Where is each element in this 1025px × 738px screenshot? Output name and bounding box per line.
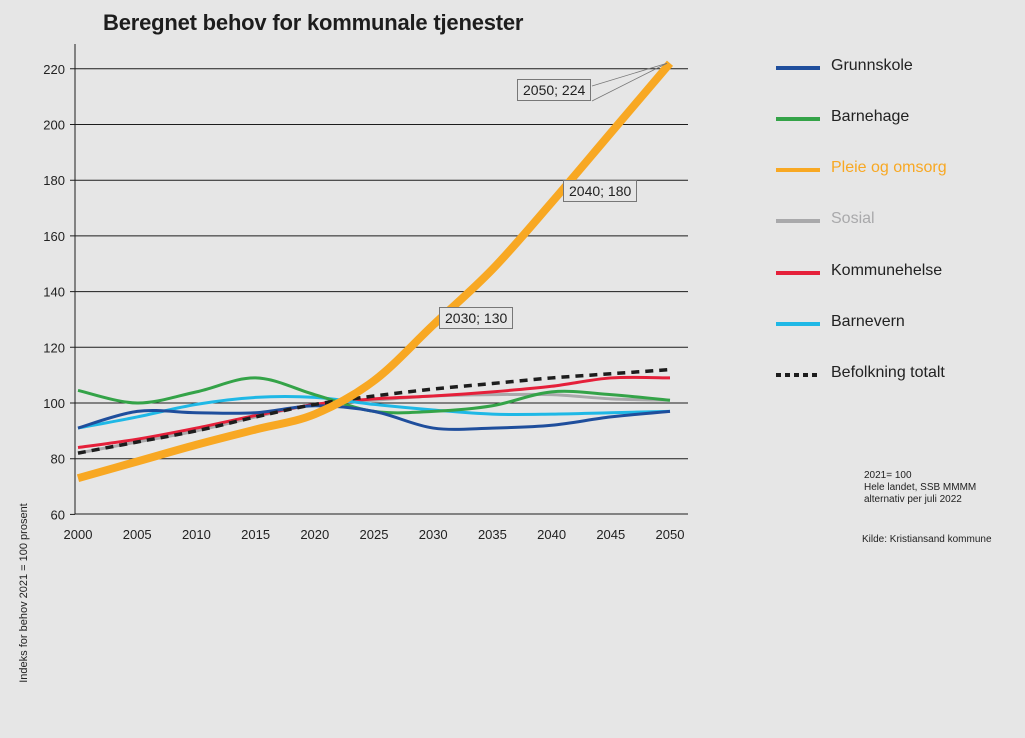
chart-title: Beregnet behov for kommunale tjenester bbox=[103, 10, 524, 35]
legend-swatch bbox=[776, 66, 820, 70]
y-tick-label: 120 bbox=[43, 340, 65, 355]
x-tick-label: 2030 bbox=[419, 527, 448, 542]
y-tick-label: 60 bbox=[51, 507, 65, 522]
note-line: Hele landet, SSB MMMM bbox=[864, 482, 977, 493]
legend-label: Grunnskole bbox=[831, 57, 913, 74]
x-tick-label: 2020 bbox=[300, 527, 329, 542]
x-tick-label: 2050 bbox=[656, 527, 685, 542]
legend-swatch bbox=[776, 373, 820, 377]
note-line: alternativ per juli 2022 bbox=[864, 494, 962, 505]
x-tick-label: 2045 bbox=[596, 527, 625, 542]
x-tick-label: 2025 bbox=[360, 527, 389, 542]
series-line-befolkning-totalt bbox=[77, 367, 671, 455]
x-tick-label: 2000 bbox=[64, 527, 93, 542]
y-tick-label: 180 bbox=[43, 173, 65, 188]
x-tick-label: 2010 bbox=[182, 527, 211, 542]
series-line-kommunehelse bbox=[77, 375, 671, 450]
y-tick-label: 200 bbox=[43, 118, 65, 133]
x-tick-label: 2035 bbox=[478, 527, 507, 542]
legend-item-barnehage: Barnehage bbox=[776, 107, 1016, 131]
annotation-leader bbox=[591, 62, 668, 87]
legend-item-befolkning-totalt: Befolkning totalt bbox=[776, 363, 1016, 387]
x-tick-label: 2005 bbox=[123, 527, 152, 542]
source-credit: Kilde: Kristiansand kommune bbox=[862, 534, 992, 545]
legend-label: Barnevern bbox=[831, 313, 905, 330]
legend-label: Pleie og omsorg bbox=[831, 159, 947, 176]
y-tick-label: 140 bbox=[43, 285, 65, 300]
x-tick-label: 2040 bbox=[537, 527, 566, 542]
y-tick-label: 80 bbox=[51, 452, 65, 467]
legend-swatch bbox=[776, 168, 820, 172]
note-line: 2021= 100 bbox=[864, 470, 912, 481]
legend-item-barnevern: Barnevern bbox=[776, 312, 1016, 336]
legend-item-grunnskole: Grunnskole bbox=[776, 56, 1016, 80]
plot-area: 60 80 100 120 140 160 180 200 220 2000 2005 2010 201… bbox=[43, 44, 688, 542]
annotation-2030: 2030; 130 bbox=[439, 307, 514, 329]
y-tick-label: 160 bbox=[43, 229, 65, 244]
series-line-grunnskole bbox=[77, 404, 671, 431]
legend-swatch bbox=[776, 219, 820, 223]
legend-item-kommunehelse: Kommunehelse bbox=[776, 261, 1016, 285]
legend-label: Sosial bbox=[831, 210, 875, 227]
y-tick-label: 100 bbox=[43, 396, 65, 411]
chart-note: 2021= 100 Hele landet, SSB MMMM alternat… bbox=[864, 470, 976, 506]
legend-label: Befolkning totalt bbox=[831, 364, 945, 381]
legend-swatch bbox=[776, 117, 820, 121]
legend-item-sosial: Sosial bbox=[776, 209, 1016, 233]
annotation-leader bbox=[591, 62, 668, 102]
series-line-barnevern bbox=[77, 395, 671, 430]
y-axis-label: Indeks for behov 2021 = 100 prosent bbox=[18, 503, 30, 683]
legend-label: Barnehage bbox=[831, 108, 910, 125]
x-tick-label: 2015 bbox=[241, 527, 270, 542]
annotation-2040: 2040; 180 bbox=[563, 180, 638, 202]
annotation-2050: 2050; 224 bbox=[517, 79, 592, 101]
series-line-pleie-og-omsorg bbox=[76, 60, 674, 483]
legend-swatch bbox=[776, 322, 820, 326]
legend-label: Kommunehelse bbox=[831, 262, 943, 279]
legend-swatch bbox=[776, 271, 820, 275]
y-tick-label: 220 bbox=[43, 62, 65, 77]
legend-item-pleie-og-omsorg: Pleie og omsorg bbox=[776, 158, 1016, 182]
